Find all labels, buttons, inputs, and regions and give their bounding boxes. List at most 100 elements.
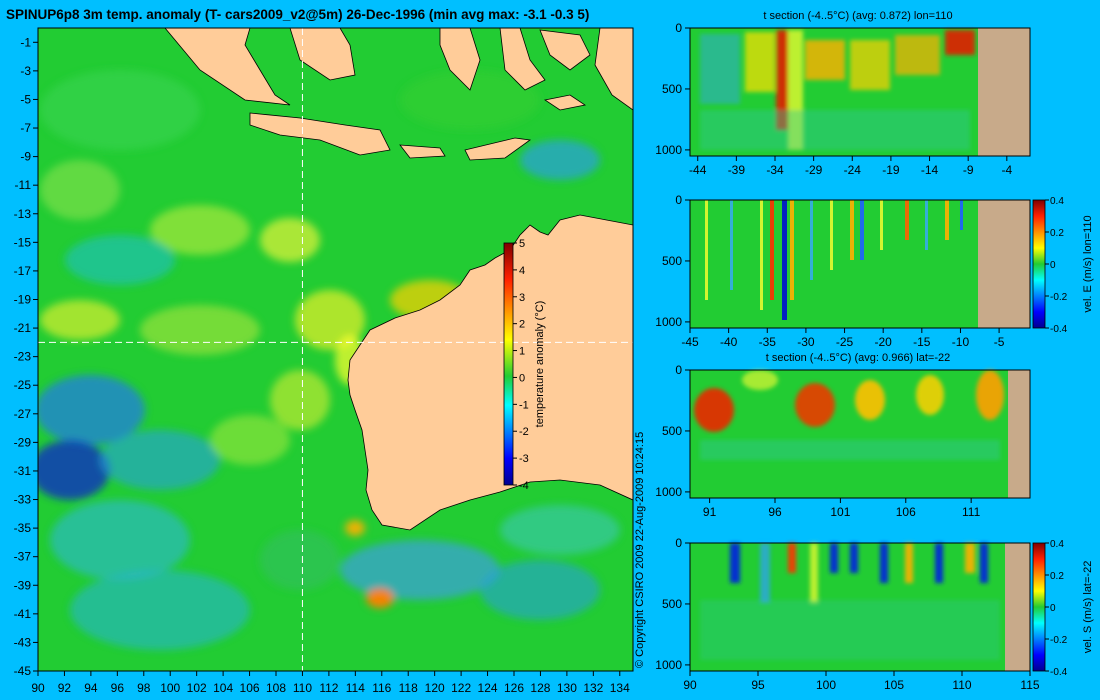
t-section-lon-x-tick-label: -29 <box>805 163 823 177</box>
map-x-tick-label: 112 <box>319 681 338 695</box>
vel-s-section-lat-y-tick-label: 0 <box>675 536 682 550</box>
map-colorbar-tick-label: -4 <box>519 480 529 492</box>
map-x-tick-label: 126 <box>504 681 524 695</box>
map-y-tick-label: -1 <box>20 35 31 49</box>
t-section-lat-panel: t section (-4..5°C) (avg: 0.966) lat=-22… <box>655 352 1031 519</box>
australia <box>347 214 633 531</box>
map-y-tick-label: -45 <box>14 664 32 678</box>
vel-e-section-lon-x-tick-label: -15 <box>913 335 931 349</box>
map-frame <box>37 27 634 672</box>
map-x-tick-label: 130 <box>557 681 577 695</box>
map-y-tick-label: -19 <box>14 292 32 306</box>
t-section-lat-x-tick-label: 101 <box>830 505 850 519</box>
map-y-tick-label: -43 <box>14 635 32 649</box>
map-x-tick-label: 116 <box>372 681 391 695</box>
vel-s-section-lat-x-tick-label: 105 <box>884 678 904 692</box>
vel-e-section-lon-colorbar-tick-label: 0.2 <box>1050 228 1064 239</box>
vel-e-colorbar-ticks: -0.4 -0.2 0 0.2 0.4 <box>1045 196 1068 335</box>
map-y-tick-label: -3 <box>20 64 31 78</box>
map-panel: 90 92 94 96 98 100 102 104 106 108 110 112 114 116 118… <box>14 27 634 695</box>
vel-s-section-lat-colorbar-tick-label: -0.4 <box>1050 667 1068 678</box>
t-section-lat-x-tick-label: 106 <box>896 505 916 519</box>
map-x-tick-label: 124 <box>478 681 498 695</box>
map-colorbar-tick-label: -2 <box>519 426 529 438</box>
map-y-axis: -1 -3 -5 -7 -9 -11 -13 -15 -17 -19 -21 -23 -25 -27 -29… <box>14 35 38 678</box>
map-colorbar-tick-label: 2 <box>519 319 525 331</box>
map-colorbar-tick-label: 4 <box>519 265 525 277</box>
map-y-tick-label: -25 <box>14 378 32 392</box>
map-x-tick-label: 90 <box>31 681 45 695</box>
vel-s-colorbar-ramp <box>1032 542 1046 672</box>
map-colorbar-tick-label: 1 <box>519 346 525 358</box>
vel-e-colorbar-ramp <box>1032 199 1046 329</box>
map-x-tick-label: 94 <box>84 681 98 695</box>
map-y-tick-label: -41 <box>14 607 32 621</box>
vel-s-section-lat-colorbar-tick-label: 0 <box>1050 603 1056 614</box>
t-section-lon-x-tick-label: -19 <box>882 163 900 177</box>
map-x-tick-label: 98 <box>137 681 151 695</box>
vel-s-section-lat-x-tick-label: 100 <box>816 678 836 692</box>
t-section-lon-x-tick-label: -39 <box>728 163 746 177</box>
map-y-tick-label: -23 <box>14 350 32 364</box>
vel-s-section-lat-axes: 90 95 100 105 110 115 0 500 1000 <box>655 536 1040 692</box>
t-section-lon-panel: t section (-4..5°C) (avg: 0.872) lon=110… <box>655 10 1031 177</box>
vel-s-colorbar-label: vel. S (m/s) lat=-22 <box>1082 561 1094 654</box>
map-colorbar-tick-label: 5 <box>519 238 525 250</box>
t-section-lon-y-tick-label: 0 <box>675 21 682 35</box>
vel-e-section-lon-colorbar-tick-label: -0.2 <box>1050 292 1068 303</box>
map-x-tick-label: 114 <box>346 681 365 695</box>
vel-s-section-lat-y-tick-label: 500 <box>662 597 682 611</box>
vel-s-section-lat-colorbar-tick-label: -0.2 <box>1050 635 1068 646</box>
map-colorbar: -4 -3 -2 -1 0 1 2 3 4 5 temperature anomaly (°C) <box>503 238 546 492</box>
map-colorbar-tick-label: 0 <box>519 372 525 384</box>
map-colorbar-tick-label: 3 <box>519 292 525 304</box>
t-section-lon-land <box>978 28 1030 156</box>
vel-e-section-lon-colorbar-tick-label: -0.4 <box>1050 324 1068 335</box>
t-section-lon-y-tick-label: 1000 <box>655 143 682 157</box>
map-x-tick-label: 118 <box>399 681 418 695</box>
map-x-tick-label: 122 <box>451 681 471 695</box>
t-section-lon-y-tick-label: 500 <box>662 82 682 96</box>
map-y-tick-label: -35 <box>14 521 32 535</box>
t-section-lat-y-tick-label: 500 <box>662 424 682 438</box>
vel-e-section-lon-land <box>978 200 1030 328</box>
map-x-tick-label: 104 <box>213 681 233 695</box>
vel-s-section-lat-y-tick-label: 1000 <box>655 658 682 672</box>
copyright-note: © Copyright CSIRO 2009 22-Aug-2009 10:24… <box>634 432 646 668</box>
map-y-tick-label: -13 <box>14 207 32 221</box>
vel-e-section-lon-y-tick-label: 0 <box>675 193 682 207</box>
vel-e-section-lon-x-tick-label: -30 <box>797 335 815 349</box>
vel-s-section-lat-x-tick-label: 110 <box>952 678 971 692</box>
t-section-lat-x-tick-label: 96 <box>768 505 782 519</box>
map-x-tick-label: 96 <box>111 681 125 695</box>
map-x-tick-label: 120 <box>425 681 445 695</box>
map-y-tick-label: -37 <box>14 550 32 564</box>
t-section-lon-title: t section (-4..5°C) (avg: 0.872) lon=110 <box>763 10 952 22</box>
vel-s-section-lat-x-tick-label: 95 <box>751 678 765 692</box>
map-y-tick-label: -33 <box>14 493 32 507</box>
figure-title: SPINUP6p8 3m temp. anomaly (T- cars2009_… <box>6 7 589 22</box>
map-x-tick-label: 132 <box>583 681 603 695</box>
map-x-tick-label: 134 <box>610 681 630 695</box>
vel-s-section-lat-colorbar-tick-label: 0.2 <box>1050 571 1064 582</box>
vel-s-section-lat-x-tick-label: 115 <box>1020 678 1039 692</box>
map-y-tick-label: -29 <box>14 435 32 449</box>
map-x-tick-label: 100 <box>160 681 180 695</box>
map-y-tick-label: -21 <box>14 321 32 335</box>
map-y-tick-label: -11 <box>15 178 32 192</box>
vel-e-section-lon-x-tick-label: -35 <box>759 335 777 349</box>
vel-e-section-lon-y-tick-label: 1000 <box>655 315 682 329</box>
t-section-lat-axes: 91 96 101 106 111 0 500 1000 <box>655 363 980 519</box>
t-section-lon-x-tick-label: -9 <box>963 163 974 177</box>
vel-e-section-lon-colorbar-tick-label: 0 <box>1050 260 1056 271</box>
vel-s-section-lat-colorbar-tick-label: 0.4 <box>1050 539 1064 550</box>
t-section-lat-title: t section (-4..5°C) (avg: 0.966) lat=-22 <box>766 352 950 364</box>
vel-s-colorbar-ticks: -0.4 -0.2 0 0.2 0.4 <box>1045 539 1068 678</box>
map-y-tick-label: -7 <box>20 121 31 135</box>
map-x-tick-label: 128 <box>530 681 550 695</box>
map-x-tick-label: 110 <box>293 681 312 695</box>
map-colorbar-ticks: -4 -3 -2 -1 0 1 2 3 4 5 <box>513 238 529 492</box>
vel-e-section-lon-x-tick-label: -45 <box>681 335 699 349</box>
map-y-tick-label: -15 <box>14 235 32 249</box>
